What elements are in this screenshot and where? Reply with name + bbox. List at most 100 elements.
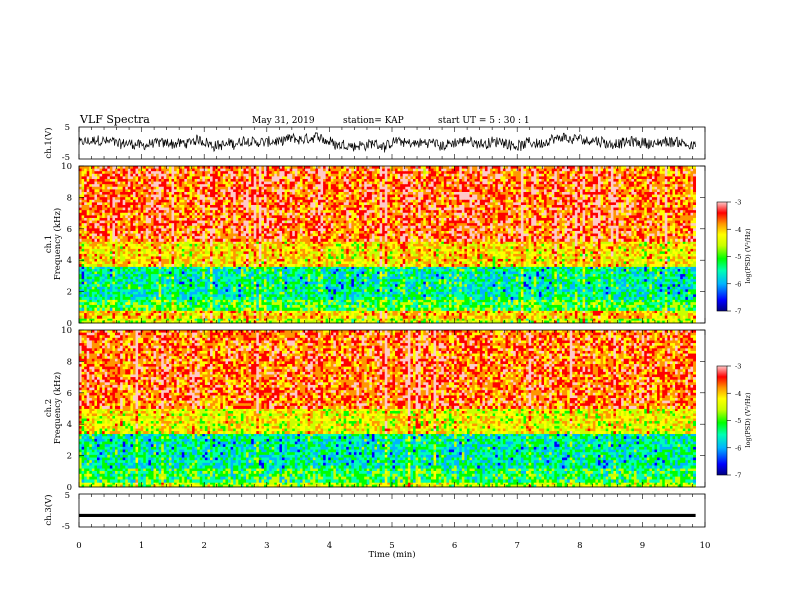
ch1-spectrogram-cell — [315, 282, 318, 285]
ch1-spectrogram-cell — [233, 274, 236, 277]
ch1-spectrogram-cell — [444, 282, 447, 285]
ch1-spectrogram-cell — [603, 302, 606, 305]
ch1-spectrogram-cell — [154, 274, 157, 277]
ch1-spectrogram-cell — [197, 266, 200, 269]
ch1-spectrogram-cell — [652, 292, 655, 295]
ch1-spectrogram-cell — [449, 266, 452, 269]
ch1-spectrogram-cell — [138, 289, 141, 292]
ch1-spectrogram-cell — [89, 269, 92, 272]
ch1-spectrogram-cell — [303, 277, 306, 280]
ch1-spectrogram-cell — [639, 272, 642, 275]
ch1-spectrogram-cell — [292, 287, 295, 290]
ch1-spectrogram-cell — [231, 274, 234, 277]
ch1-spectrogram-cell — [449, 277, 452, 280]
ch1-spectrogram-cell — [575, 279, 578, 282]
ch1-spectrogram-cell — [562, 318, 565, 321]
ch1-spectrogram-cell — [359, 269, 362, 272]
ch1-spectrogram-cell — [356, 310, 359, 313]
ch1-spectrogram-cell — [428, 302, 431, 305]
ch1-spectrogram-cell — [143, 310, 146, 313]
ch1-spectrogram-cell — [243, 284, 246, 287]
ch1-spectrogram-cell — [459, 292, 462, 295]
ch1-spectrogram-cell — [225, 282, 228, 285]
ch1-spectrogram-cell — [228, 316, 231, 319]
ch1-spectrogram-cell — [454, 272, 457, 275]
ch1-spectrogram-cell — [94, 299, 97, 302]
ch1-spectrogram-cell — [369, 313, 372, 316]
ch1-spectrogram-cell — [349, 308, 352, 311]
ch1-spectrogram-cell — [148, 284, 151, 287]
ch1-spectrogram-cell — [120, 305, 123, 308]
ch1-spectrogram-cell — [331, 282, 334, 285]
ch1-spectrogram-cell — [210, 269, 213, 272]
ch1-spectrogram-cell — [97, 302, 100, 305]
ch1-spectrogram-cell — [233, 284, 236, 287]
ch1-spectrogram-cell — [125, 279, 128, 282]
ch1-spectrogram-cell — [690, 282, 693, 285]
ch1-spectrogram-cell — [84, 318, 87, 321]
ch1-spectrogram-cell — [94, 308, 97, 311]
ch1-spectrogram-cell — [282, 316, 285, 319]
ch1-spectrogram-cell — [490, 277, 493, 280]
ch1-spectrogram-cell — [200, 279, 203, 282]
ch1-spectrogram-cell — [475, 287, 478, 290]
ch1-spectrogram-cell — [141, 287, 144, 290]
ch1-spectrogram-cell — [228, 272, 231, 275]
ch1-spectrogram-cell — [251, 272, 254, 275]
ch1-spectrogram-cell — [552, 289, 555, 292]
ch1-spectrogram-cell — [516, 313, 519, 316]
ch1-spectrogram-cell — [318, 289, 321, 292]
ch1-spectrogram-cell — [256, 289, 259, 292]
ch1-spectrogram-cell — [672, 292, 675, 295]
ch1-spectrogram-cell — [680, 292, 683, 295]
ch1-spectrogram-cell — [105, 313, 108, 316]
ch1-spectrogram-cell — [626, 318, 629, 321]
ch1-spectrogram-cell — [187, 302, 190, 305]
ch1-spectrogram-cell — [236, 302, 239, 305]
ch1-spectrogram-cell — [313, 279, 316, 282]
ch1-spectrogram-cell — [285, 282, 288, 285]
ch1-spectrogram-cell — [136, 308, 139, 311]
ch1-spectrogram-cell — [336, 287, 339, 290]
ch1-spectrogram-cell — [326, 272, 329, 275]
ch1-spectrogram-cell — [428, 313, 431, 316]
ch1-spectrogram-cell — [621, 305, 624, 308]
ch1-spectrogram-cell — [570, 289, 573, 292]
ch1-spectrogram-cell — [647, 279, 650, 282]
ch1-spectrogram-cell — [220, 284, 223, 287]
ch1-spectrogram-cell — [603, 292, 606, 295]
ch1-spectrogram-cell — [179, 316, 182, 319]
ch1-spectrogram-cell — [215, 284, 218, 287]
ch1-spectrogram-cell — [87, 294, 90, 297]
ch1-spectrogram-cell — [626, 266, 629, 269]
ch1-spectrogram-cell — [94, 289, 97, 292]
ch1-spectrogram-cell — [631, 308, 634, 311]
ch1-spectrogram-cell — [287, 287, 290, 290]
ch1-spectrogram-cell — [626, 282, 629, 285]
ch1-spectrogram-cell — [649, 289, 652, 292]
ch1-spectrogram-cell — [472, 292, 475, 295]
ch1-spectrogram-cell — [583, 287, 586, 290]
ch1-spectrogram-cell — [536, 316, 539, 319]
ch1-spectrogram-cell — [372, 279, 375, 282]
ch1-spectrogram-cell — [644, 299, 647, 302]
ch1-spectrogram-cell — [382, 310, 385, 313]
ch1-spectrogram-cell — [637, 299, 640, 302]
ch1-spectrogram-cell — [310, 269, 313, 272]
ch1-spectrogram-cell — [256, 287, 259, 290]
ch1-spectrogram-cell — [315, 287, 318, 290]
ch1-spectrogram-cell — [503, 266, 506, 269]
ch1-spectrogram-cell — [295, 289, 298, 292]
ch1-spectrogram-cell — [680, 287, 683, 290]
ch1-spectrogram-cell — [595, 287, 598, 290]
ch1-spectrogram-cell — [534, 282, 537, 285]
ch1-spectrogram-cell — [392, 313, 395, 316]
ch1-spectrogram-cell — [369, 269, 372, 272]
ch1-spectrogram-cell — [225, 308, 228, 311]
ch1-spectrogram-cell — [539, 302, 542, 305]
ch1-spectrogram-cell — [428, 287, 431, 290]
ch1-spectrogram-cell — [136, 305, 139, 308]
ch1-spectrogram-cell — [349, 289, 352, 292]
ch1-spectrogram-cell — [459, 266, 462, 269]
ch1-spectrogram-cell — [683, 274, 686, 277]
